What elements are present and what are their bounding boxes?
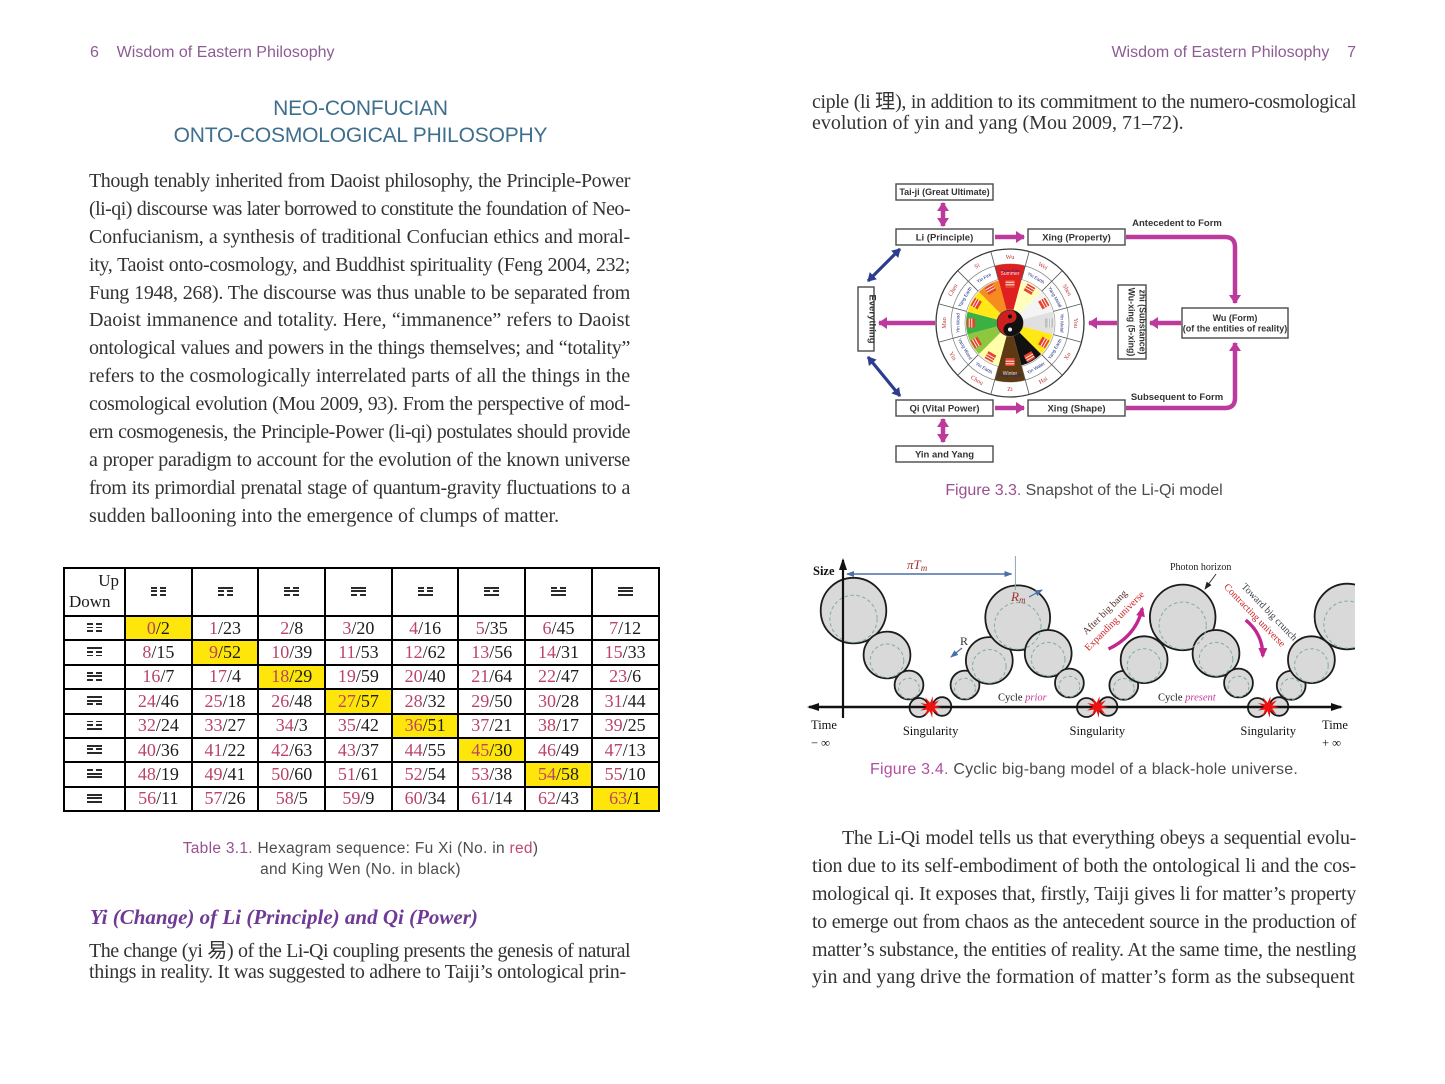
svg-text:Singularity: Singularity (903, 724, 959, 738)
svg-text:Size: Size (813, 564, 835, 578)
svg-text:Time: Time (1322, 718, 1348, 732)
svg-text:You: You (1072, 318, 1079, 328)
svg-text:Yin Wood: Yin Wood (956, 313, 961, 333)
svg-text:zhi (Substance): zhi (Substance) (1138, 289, 1148, 354)
svg-text:πTm: πTm (907, 557, 928, 573)
svg-text:Si: Si (973, 262, 981, 271)
svg-text:Yang Water: Yang Water (998, 373, 1022, 378)
svg-text:Xing (Property): Xing (Property) (1042, 232, 1111, 243)
svg-text:Tai-ji (Great Ultimate): Tai-ji (Great Ultimate) (899, 187, 989, 197)
svg-text:Cycle present: Cycle present (1158, 693, 1217, 704)
svg-text:Time: Time (811, 718, 837, 732)
svg-text:Cycle prior: Cycle prior (998, 693, 1048, 704)
svg-text:Zi: Zi (1007, 386, 1013, 393)
svg-text:Yin and Yang: Yin and Yang (915, 450, 974, 461)
svg-text:Antecedent to Form: Antecedent to Form (1132, 218, 1222, 229)
svg-text:− ∞: − ∞ (811, 736, 830, 750)
svg-text:Singularity: Singularity (1240, 724, 1296, 738)
svg-text:Xing (Shape): Xing (Shape) (1047, 404, 1105, 415)
svg-text:Subsequent to Form: Subsequent to Form (1131, 392, 1223, 403)
svg-text:Wei: Wei (1037, 261, 1049, 272)
svg-text:(of the entities of reality): (of the entities of reality) (1183, 324, 1288, 334)
svg-text:Yin: Yin (947, 351, 958, 362)
svg-text:Xu: Xu (1063, 351, 1073, 361)
svg-text:Qi (Vital Power): Qi (Vital Power) (909, 403, 979, 414)
svg-text:Singularity: Singularity (1070, 724, 1126, 738)
svg-text:Summer: Summer (1001, 271, 1020, 277)
svg-text:R: R (960, 634, 968, 648)
svg-text:Wu: Wu (1006, 254, 1015, 261)
svg-text:Photon horizon: Photon horizon (1170, 562, 1231, 573)
svg-text:Wu (Form): Wu (Form) (1213, 313, 1258, 323)
svg-text:Yin Metal: Yin Metal (1060, 314, 1065, 333)
svg-text:Winter: Winter (1003, 371, 1018, 377)
svg-text:Everything: Everything (867, 294, 878, 343)
svg-text:Hai: Hai (1038, 375, 1049, 386)
svg-text:Yang Fire: Yang Fire (1000, 269, 1020, 274)
svg-text:Li (Principle): Li (Principle) (916, 233, 974, 244)
svg-text:+ ∞: + ∞ (1322, 736, 1341, 750)
svg-text:Mao: Mao (941, 317, 948, 328)
svg-text:Wu-xing (5-xing): Wu-xing (5-xing) (1127, 288, 1137, 357)
